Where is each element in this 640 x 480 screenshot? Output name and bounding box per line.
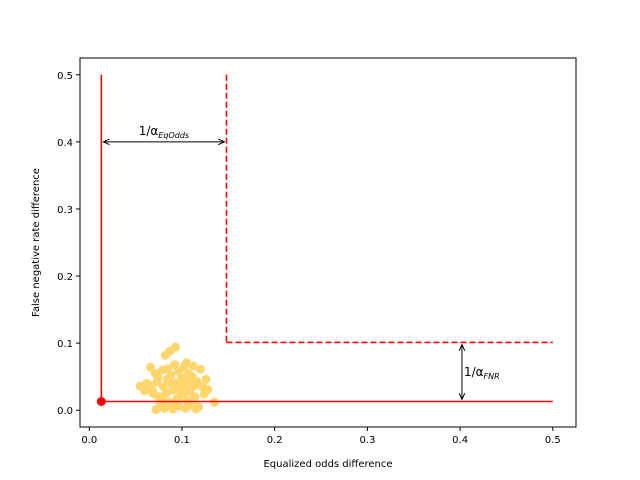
scatter-point (167, 379, 177, 389)
eqodds-label: 1/αEqOdds (139, 124, 189, 140)
x-tick-label: 0.5 (545, 435, 561, 446)
x-axis: 0.0 0.1 0.2 0.3 0.4 0.5 (81, 427, 561, 446)
x-tick-label: 0.4 (452, 435, 468, 446)
y-tick-label: 0.1 (57, 339, 73, 350)
y-tick-label: 0.5 (57, 71, 73, 82)
y-tick-label: 0.4 (57, 138, 73, 149)
x-axis-label: Equalized odds difference (263, 459, 392, 470)
plot-area: 1/αEqOdds 1/αFNR (96, 74, 553, 415)
scatter-point (201, 374, 211, 384)
scatter-point (187, 372, 197, 382)
scatter-point (157, 395, 167, 405)
scatter-point (188, 361, 198, 371)
highlight-point (96, 397, 106, 407)
fnr-label: 1/αFNR (464, 365, 500, 381)
y-axis: 0.0 0.1 0.2 0.3 0.4 0.5 (57, 71, 80, 417)
scatter-point (148, 388, 158, 398)
y-tick-label: 0.0 (57, 406, 73, 417)
scatter-point (176, 388, 186, 398)
scatter-point (196, 364, 206, 374)
scatter-point (190, 392, 200, 402)
scatter-point (170, 342, 180, 352)
scatter-point (203, 384, 213, 394)
scatter-point (144, 380, 154, 390)
scatter-point (169, 398, 179, 408)
plot-frame (79, 57, 577, 428)
scatter-point (163, 364, 173, 374)
y-axis-label: False negative rate difference (31, 168, 42, 317)
x-tick-label: 0.3 (359, 435, 375, 446)
x-tick-label: 0.2 (267, 435, 283, 446)
x-tick-label: 0.0 (81, 435, 97, 446)
y-tick-label: 0.2 (57, 272, 73, 283)
scatter-point (194, 402, 204, 412)
scatter-point (159, 403, 169, 413)
scatter-point (153, 372, 163, 382)
y-tick-label: 0.3 (57, 205, 73, 216)
scatter-point (177, 373, 187, 383)
scatter-point (170, 360, 180, 370)
x-tick-label: 0.1 (174, 435, 190, 446)
